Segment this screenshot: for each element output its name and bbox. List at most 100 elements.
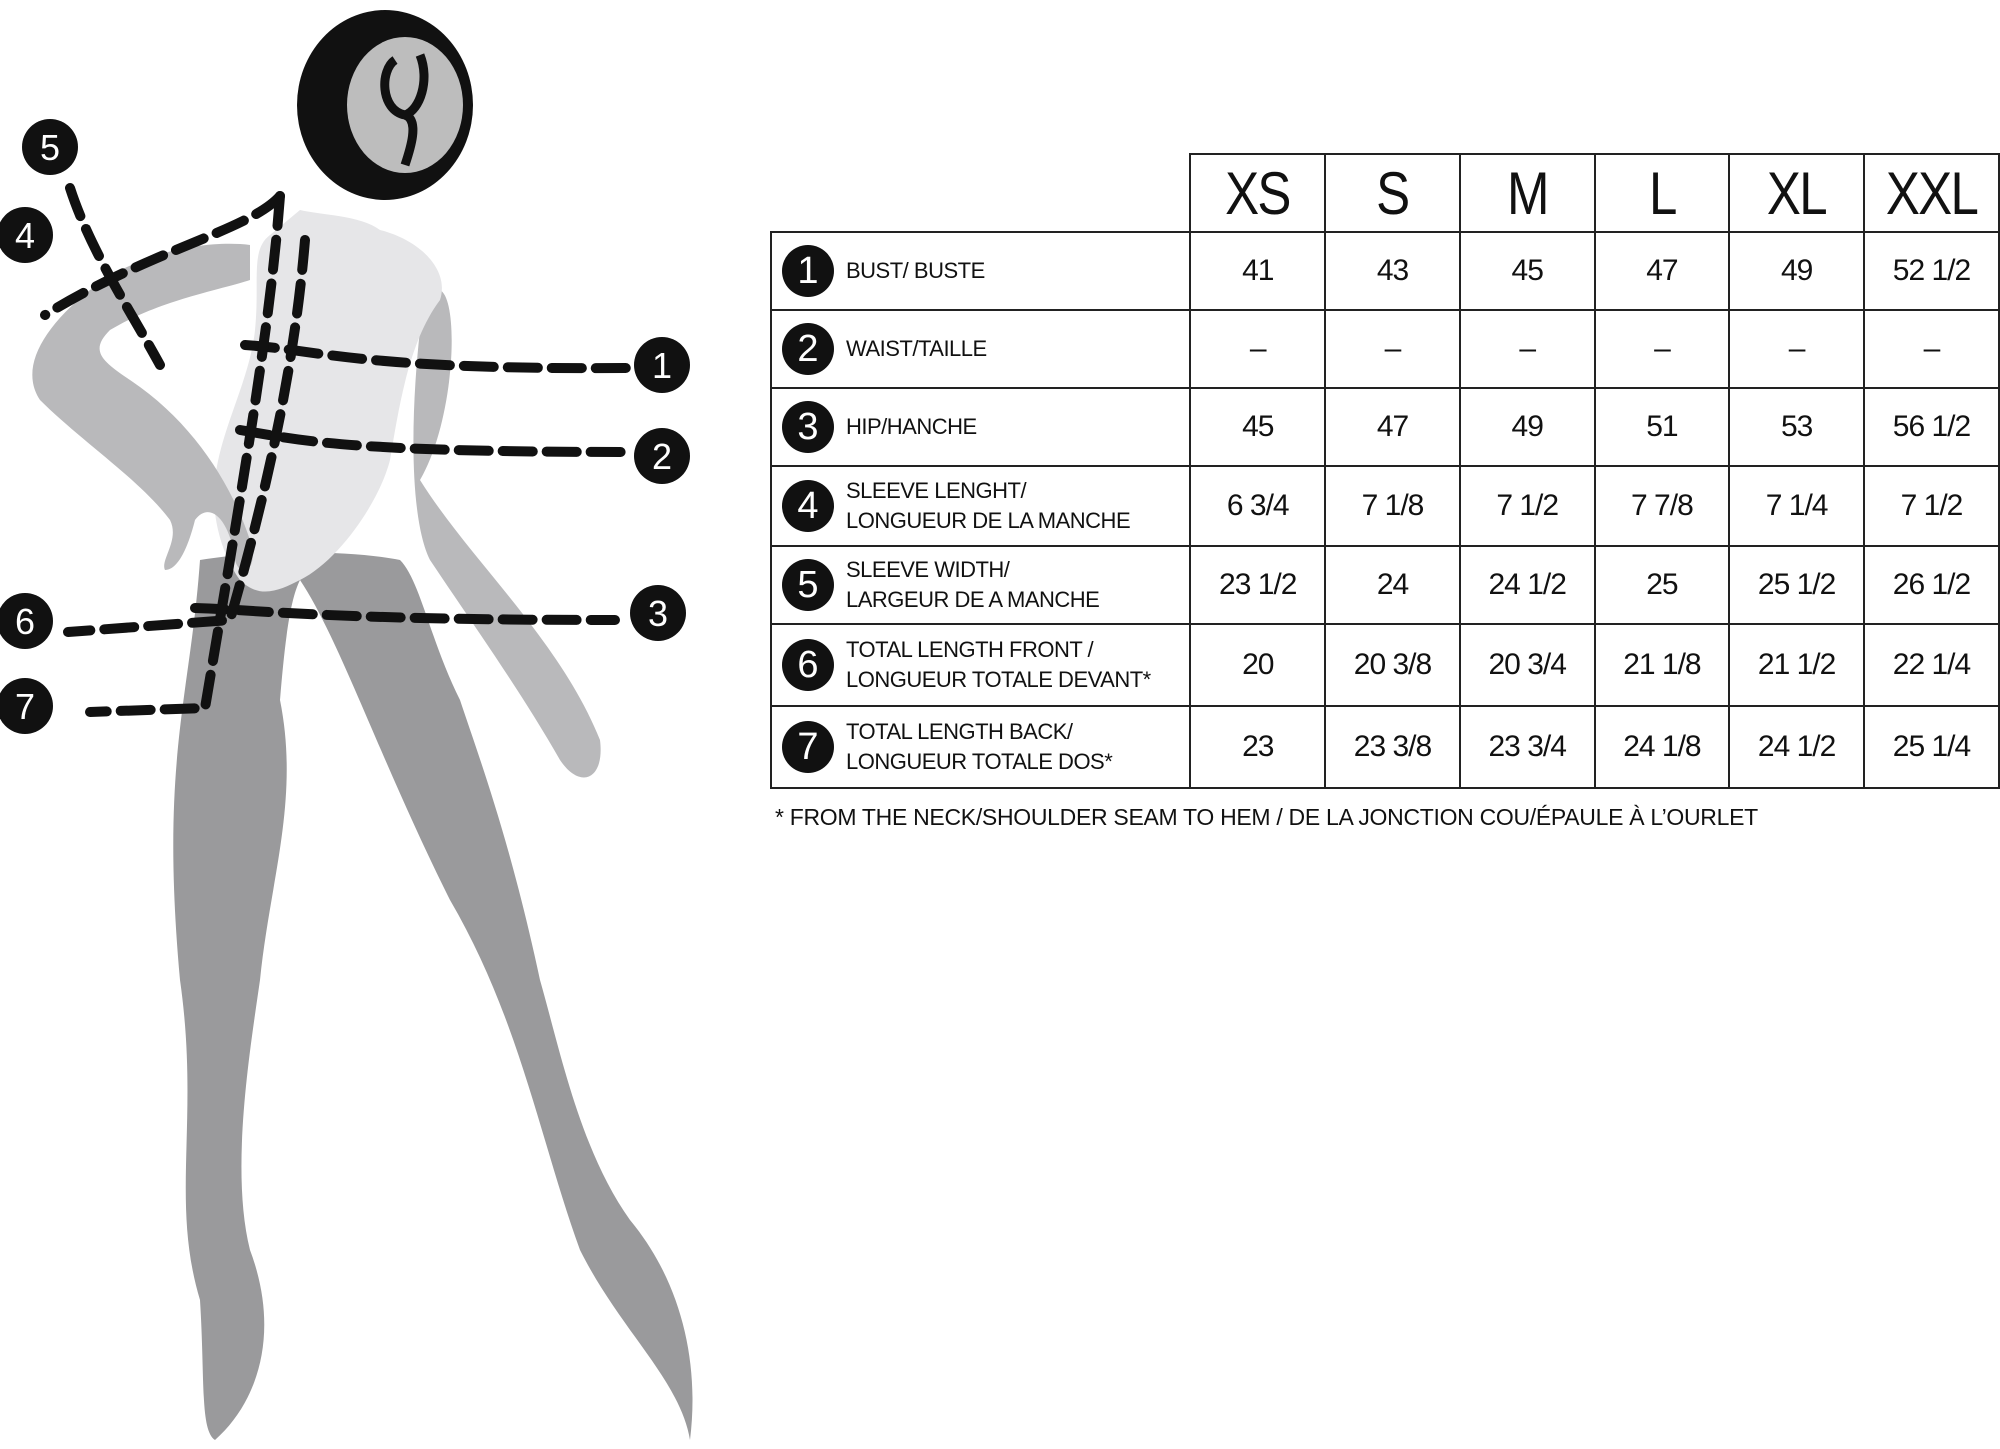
back-arm [413, 290, 601, 778]
measurement-value: 23 1/2 [1189, 545, 1327, 625]
measurement-number-badge: 7 [782, 721, 834, 773]
size-m: M [1469, 153, 1586, 233]
measurement-label: 1 BUST/ BUSTE [769, 231, 1192, 311]
table-row: 3 HIP/HANCHE 45 47 49 51 53 56 1/2 [769, 387, 2000, 467]
marker-2: 2 [634, 428, 690, 484]
svg-text:2: 2 [652, 436, 672, 477]
svg-text:5: 5 [40, 127, 60, 168]
measurement-value: – [1189, 309, 1327, 389]
measurement-name: TOTAL LENGTH FRONT / LONGUEUR TOTALE DEVA… [846, 637, 1151, 692]
measurement-value: 20 [1189, 623, 1327, 707]
measurement-value: 45 [1189, 387, 1327, 467]
measurement-value: 53 [1728, 387, 1866, 467]
table-row: 2 WAIST/TAILLE – – – – – – [769, 309, 2000, 389]
dash-waist [235, 425, 635, 457]
measurement-number-badge: 3 [782, 401, 834, 453]
measurement-value: 41 [1189, 231, 1327, 311]
measurement-name: BUST/ BUSTE [846, 258, 985, 283]
measurement-label: 7 TOTAL LENGTH BACK/LONGUEUR TOTALE DOS* [769, 705, 1192, 789]
measurement-value: 20 3/8 [1324, 623, 1461, 707]
measurement-value: 25 1/4 [1863, 705, 2000, 789]
table-row: 4 SLEEVE LENGHT/LONGUEUR DE LA MANCHE 6 3/… [769, 465, 2000, 547]
measurement-number-badge: 2 [782, 323, 834, 375]
table-row: 6 TOTAL LENGTH FRONT / LONGUEUR TOTALE DEV… [769, 623, 2000, 707]
measurement-value: 43 [1324, 231, 1461, 311]
measurement-name: SLEEVE LENGHT/LONGUEUR DE LA MANCHE [846, 478, 1131, 533]
measurement-value: 24 1/2 [1728, 705, 1866, 789]
front-arm [32, 243, 253, 571]
measurement-value: 20 3/4 [1458, 623, 1596, 707]
measurement-value: 47 [1324, 387, 1461, 467]
measurement-label: 2 WAIST/TAILLE [769, 309, 1192, 389]
table-row: 1 BUST/ BUSTE 41 43 45 47 49 52 1/2 [769, 231, 2000, 311]
measurement-name: HIP/HANCHE [846, 414, 977, 439]
logo-mark [380, 53, 429, 167]
measurement-label: 3 HIP/HANCHE [769, 387, 1192, 467]
footnote: * FROM THE NECK/SHOULDER SEAM TO HEM / D… [775, 804, 1758, 830]
measurement-value: 21 1/2 [1728, 623, 1866, 707]
measurement-value: 21 1/8 [1593, 623, 1731, 707]
measurement-value: 7 7/8 [1593, 465, 1731, 547]
measurement-value: – [1593, 309, 1731, 389]
measurement-value: 25 1/2 [1728, 545, 1866, 625]
measurement-value: 26 1/2 [1863, 545, 2000, 625]
measurement-label: 6 TOTAL LENGTH FRONT / LONGUEUR TOTALE DEV… [769, 623, 1192, 707]
measurement-value: 24 1/2 [1458, 545, 1596, 625]
size-xs: XS [1199, 153, 1316, 233]
measurement-number-badge: 1 [782, 245, 834, 297]
measurement-number-badge: 5 [782, 559, 834, 611]
svg-text:6: 6 [15, 601, 35, 642]
measurement-value: 49 [1458, 387, 1596, 467]
size-s: S [1334, 153, 1451, 233]
dash-bust [240, 340, 635, 374]
measurement-value: 23 3/4 [1458, 705, 1596, 789]
measurement-name: WAIST/TAILLE [846, 336, 987, 361]
measurement-value: 52 1/2 [1863, 231, 2000, 311]
measurement-value: 23 3/8 [1324, 705, 1461, 789]
marker-3: 3 [630, 585, 686, 641]
measurement-value: – [1324, 309, 1461, 389]
size-xxl: XXL [1873, 153, 1990, 233]
dash-back-length [85, 191, 285, 717]
measurement-name: TOTAL LENGTH BACK/LONGUEUR TOTALE DOS* [846, 719, 1113, 774]
table-row: 7 TOTAL LENGTH BACK/LONGUEUR TOTALE DOS* 2… [769, 705, 2000, 789]
measurement-value: 7 1/2 [1458, 465, 1596, 547]
size-xl: XL [1738, 153, 1855, 233]
measurement-value: 22 1/4 [1863, 623, 2000, 707]
measurement-value: 45 [1458, 231, 1596, 311]
marker-6: 6 [0, 593, 53, 649]
measurement-number-badge: 6 [782, 639, 834, 691]
measurement-value: 51 [1593, 387, 1731, 467]
size-header-row: XS S M L XL XXL [771, 153, 1999, 233]
size-chart-table: XS S M L XL XXL 1 BUST/ BUSTE 41 43 45 47 49 52… [769, 153, 2000, 789]
measurement-label: 4 SLEEVE LENGHT/LONGUEUR DE LA MANCHE [769, 465, 1192, 547]
svg-text:1: 1 [652, 345, 672, 386]
measurement-value: 7 1/4 [1728, 465, 1866, 547]
marker-7: 7 [0, 678, 53, 734]
measurement-value: 6 3/4 [1189, 465, 1327, 547]
dash-front-length [63, 235, 310, 637]
measurement-value: 47 [1593, 231, 1731, 311]
measurement-value: 24 1/8 [1593, 705, 1731, 789]
svg-text:3: 3 [648, 593, 668, 634]
marker-1: 1 [634, 337, 690, 393]
measurement-value: – [1458, 309, 1596, 389]
face [347, 37, 463, 173]
table-row: 5 SLEEVE WIDTH/LARGEUR DE A MANCHE 23 1/2 2… [769, 545, 2000, 625]
marker-4: 4 [0, 207, 53, 263]
measurement-label: 5 SLEEVE WIDTH/LARGEUR DE A MANCHE [769, 545, 1192, 625]
measurement-value: 7 1/8 [1324, 465, 1461, 547]
dash-sleeve-length [40, 191, 285, 320]
legs [173, 552, 693, 1440]
measurement-value: 25 [1593, 545, 1731, 625]
measurement-name: SLEEVE WIDTH/LARGEUR DE A MANCHE [846, 557, 1100, 612]
size-l: L [1603, 153, 1720, 233]
marker-5: 5 [22, 119, 78, 175]
measurement-number-badge: 4 [782, 480, 834, 532]
dash-sleeve-width [65, 183, 165, 370]
measurement-value: 23 [1189, 705, 1327, 789]
measurement-value: 56 1/2 [1863, 387, 2000, 467]
corner-cell [771, 154, 1191, 233]
measurement-value: – [1863, 309, 2000, 389]
